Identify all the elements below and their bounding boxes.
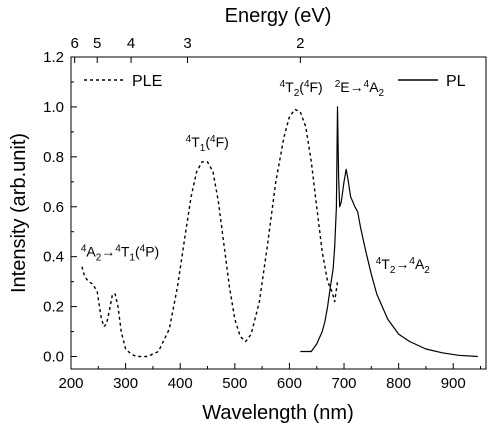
y-tick-label: 1.2 [43,49,64,66]
y-axis-title: Intensity (arb.unit) [8,133,30,293]
top-tick-label: 3 [183,35,191,52]
legend-ple-label: PLE [132,73,162,90]
legend-pl-label: PL [446,73,466,90]
plot-frame [70,56,487,370]
top-tick-label: 5 [93,35,101,52]
series-ple-line [81,108,339,358]
bottom-axis: 200 300 400 500 600 700 800 900 [58,363,482,392]
x-tick-label: 500 [222,375,247,392]
top-tick-label: 4 [127,35,135,52]
x-tick-label: 900 [441,375,466,392]
annotations: 4A2→4T1(4P) 4T1(4F) 4T2(4F) 2E→4A2 4T2→4A2 [81,79,430,276]
y-tick-label: 0.6 [43,199,64,216]
x-tick-label: 400 [168,375,193,392]
legend: PLE PL [84,73,466,90]
y-tick-label: 0.8 [43,149,64,166]
x-axis-title: Wavelength (nm) [202,402,354,424]
y-tick-label: 0.4 [43,249,64,266]
y-tick-label: 0.0 [43,349,64,366]
top-tick-label: 2 [296,35,304,52]
x-tick-label: 600 [277,375,302,392]
left-axis: 0.0 0.2 0.4 0.6 0.8 1.0 1.2 [43,49,77,366]
y-tick-label: 0.2 [43,299,64,316]
annotation-label: 4T2(4F) [280,79,323,99]
y-tick-label: 1.0 [43,99,64,116]
annotation-label: 2E→4A2 [335,79,385,99]
x-tick-label: 200 [58,375,83,392]
series-pl-line [300,106,478,358]
x-tick-label: 800 [386,375,411,392]
annotation-label: 4T1(4F) [186,134,229,154]
x-tick-label: 300 [113,375,138,392]
annotation-label: 4A2→4T1(4P) [81,244,159,264]
series-layer [81,106,478,358]
x-tick-label: 700 [332,375,357,392]
top-tick-label: 6 [70,35,78,52]
top-axis-title: Energy (eV) [225,5,332,27]
annotation-label: 4T2→4A2 [376,256,431,276]
